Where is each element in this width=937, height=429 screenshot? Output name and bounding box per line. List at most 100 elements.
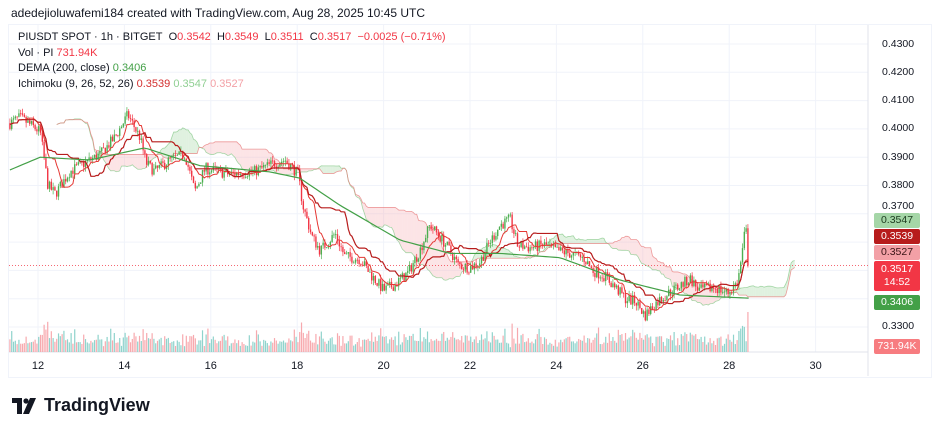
chart-pane[interactable] bbox=[8, 24, 932, 378]
volume-bar bbox=[446, 337, 448, 352]
ichimoku-cloud-segment bbox=[780, 287, 783, 297]
legend-ichimoku-row[interactable]: Ichimoku (9, 26, 52, 26) 0.3539 0.3547 0… bbox=[18, 77, 446, 93]
volume-bar bbox=[261, 345, 263, 352]
volume-bar bbox=[216, 343, 218, 352]
volume-bar bbox=[572, 341, 574, 352]
logo-text: TradingView bbox=[44, 395, 150, 415]
volume-bar bbox=[189, 336, 191, 352]
volume-bar bbox=[146, 332, 148, 352]
candle-body bbox=[599, 277, 602, 279]
candle-body bbox=[448, 241, 450, 246]
volume-bar bbox=[171, 341, 173, 352]
candle-body bbox=[137, 130, 139, 132]
candle-body bbox=[48, 181, 51, 189]
volume-bar bbox=[527, 338, 529, 352]
candle-body bbox=[317, 246, 319, 248]
ichimoku-cloud-segment bbox=[387, 207, 390, 228]
candle-body bbox=[126, 111, 128, 117]
candle-body bbox=[333, 234, 335, 236]
candle-body bbox=[421, 247, 423, 251]
ichimoku-cloud-segment bbox=[305, 168, 307, 172]
volume-bar bbox=[579, 339, 582, 352]
x-tick-label: 12 bbox=[31, 360, 45, 372]
ichimoku-cloud-segment bbox=[177, 129, 180, 154]
candle-body bbox=[225, 169, 227, 172]
tradingview-logo[interactable]: TradingView bbox=[12, 395, 150, 416]
volume-bar bbox=[63, 330, 65, 352]
volume-bar bbox=[75, 342, 78, 352]
volume-bar bbox=[516, 327, 519, 352]
dema-line bbox=[9, 147, 749, 299]
volume-bar bbox=[47, 321, 49, 352]
candle-body bbox=[443, 234, 445, 247]
candle-body bbox=[570, 255, 573, 258]
candle-body bbox=[187, 164, 189, 167]
volume-bar bbox=[284, 342, 286, 352]
candle-body bbox=[516, 233, 519, 247]
candle-body bbox=[99, 150, 101, 154]
volume-bar bbox=[254, 342, 256, 352]
volume-bar bbox=[191, 336, 193, 352]
volume-bar bbox=[585, 342, 587, 352]
candle-body bbox=[236, 172, 238, 176]
ichimoku-cloud-segment bbox=[573, 235, 576, 244]
candle-body bbox=[549, 243, 551, 245]
legend-symbol-row[interactable]: PIUSDT SPOT · 1h · BITGET O0.3542 H0.354… bbox=[18, 30, 446, 46]
candle-body bbox=[588, 261, 591, 267]
candle-body bbox=[727, 288, 729, 295]
x-tick-label: 22 bbox=[463, 360, 477, 372]
candle-body bbox=[392, 287, 395, 291]
ichimoku-cloud-segment bbox=[654, 257, 657, 270]
volume-bar bbox=[378, 335, 380, 352]
volume-bar bbox=[326, 343, 328, 352]
volume-bar bbox=[408, 335, 411, 352]
ichimoku-cloud-segment bbox=[249, 149, 252, 174]
volume-bar bbox=[578, 338, 580, 352]
ichimoku-cloud-segment bbox=[612, 241, 615, 249]
volume-bar bbox=[623, 340, 625, 352]
volume-bar bbox=[529, 342, 531, 352]
volume-bar bbox=[84, 339, 87, 352]
volume-bar bbox=[660, 336, 663, 352]
candle-body bbox=[407, 271, 409, 273]
volume-bar bbox=[131, 338, 133, 352]
volume-bar bbox=[20, 343, 22, 352]
span-a-price-badge: 0.3547 bbox=[874, 213, 920, 228]
candle-body bbox=[464, 263, 467, 270]
ichimoku-cloud-segment bbox=[614, 241, 617, 249]
ichimoku-cloud-segment bbox=[270, 152, 273, 171]
volume-bar bbox=[365, 339, 367, 352]
ichimoku-cloud-segment bbox=[139, 154, 142, 170]
volume-bar bbox=[360, 346, 362, 352]
volume-bar bbox=[657, 336, 659, 352]
ichimoku-cloud-segment bbox=[324, 165, 327, 174]
volume-bar bbox=[664, 345, 666, 352]
volume-bar bbox=[687, 341, 690, 352]
volume-bar bbox=[72, 343, 74, 352]
volume-bar bbox=[596, 333, 598, 352]
candle-body bbox=[552, 244, 555, 246]
candle-body bbox=[74, 164, 76, 174]
candle-body bbox=[288, 163, 290, 170]
volume-bar bbox=[187, 341, 189, 352]
candle-body bbox=[720, 285, 722, 293]
candle-body bbox=[196, 186, 198, 189]
candle-body bbox=[329, 242, 332, 246]
legend-dema-row[interactable]: DEMA (200, close) 0.3406 bbox=[18, 61, 446, 77]
volume-bar bbox=[437, 340, 439, 352]
candle-body bbox=[374, 275, 377, 284]
ichimoku-cloud-segment bbox=[623, 236, 626, 251]
volume-bar bbox=[371, 332, 373, 352]
legend-volume-row[interactable]: Vol · PI 731.94K bbox=[18, 46, 446, 62]
volume-bar bbox=[264, 340, 267, 352]
ichimoku-cloud-segment bbox=[555, 235, 558, 245]
candle-body bbox=[106, 145, 108, 154]
ichimoku-cloud-segment bbox=[663, 262, 666, 278]
candle-body bbox=[178, 151, 180, 155]
volume-bar bbox=[194, 338, 196, 352]
volume-bar bbox=[453, 337, 456, 352]
volume-bar bbox=[255, 330, 258, 352]
volume-bar bbox=[637, 339, 639, 352]
